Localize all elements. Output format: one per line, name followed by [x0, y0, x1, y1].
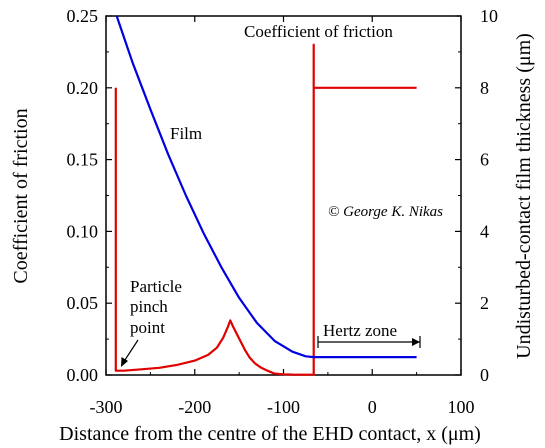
- pinch-point-arrowhead: [121, 357, 128, 367]
- left-y-tick-label: 0.10: [67, 221, 99, 241]
- x-tick-label: 100: [448, 397, 475, 417]
- right-y-tick-label: 10: [480, 6, 498, 26]
- hertz-zone-label: Hertz zone: [323, 321, 397, 340]
- left-y-tick-label: 0.25: [67, 6, 99, 26]
- left-y-axis-ticks: 0.00 0.05 0.10 0.15 0.20 0.25: [67, 6, 112, 385]
- left-y-tick-label: 0.05: [67, 293, 99, 313]
- right-y-tick-label: 2: [480, 293, 489, 313]
- x-tick-label: 0: [368, 397, 377, 417]
- right-y-tick-label: 8: [480, 78, 489, 98]
- right-y-tick-label: 6: [480, 150, 489, 170]
- x-tick-label: -100: [267, 397, 300, 417]
- copyright-note: © George K. Nikas: [328, 204, 443, 220]
- right-y-tick-label: 0: [480, 365, 489, 385]
- left-y-tick-label: 0.20: [67, 78, 99, 98]
- right-y-axis-title: Undisturbed-contact film thickness (μm): [513, 33, 535, 359]
- friction-coefficient-line: [114, 43, 417, 376]
- x-axis-title: Distance from the centre of the EHD cont…: [59, 423, 481, 445]
- particle-label-line-3: point: [130, 318, 165, 337]
- x-axis-ticks: -300 -200 -100 0 100: [90, 16, 475, 417]
- x-tick-label: -300: [90, 397, 123, 417]
- film-thickness-line: [115, 15, 417, 359]
- left-y-tick-label: 0.00: [67, 365, 99, 385]
- friction-curve-label: Coefficient of friction: [244, 22, 393, 41]
- right-y-axis-ticks: 0 2 4 6 8 10: [455, 6, 498, 385]
- x-tick-label: -200: [178, 397, 211, 417]
- hertz-zone-arrowhead: [412, 338, 420, 346]
- particle-label-line-1: Particle: [130, 277, 182, 296]
- film-curve-label: Film: [170, 124, 202, 143]
- left-y-axis-title: Coefficient of friction: [10, 108, 32, 283]
- right-y-tick-label: 4: [480, 221, 489, 241]
- chart-series: [114, 15, 417, 376]
- pinch-point-arrow: [122, 339, 139, 364]
- particle-label-line-2: pinch: [130, 297, 168, 316]
- left-y-tick-label: 0.15: [67, 150, 99, 170]
